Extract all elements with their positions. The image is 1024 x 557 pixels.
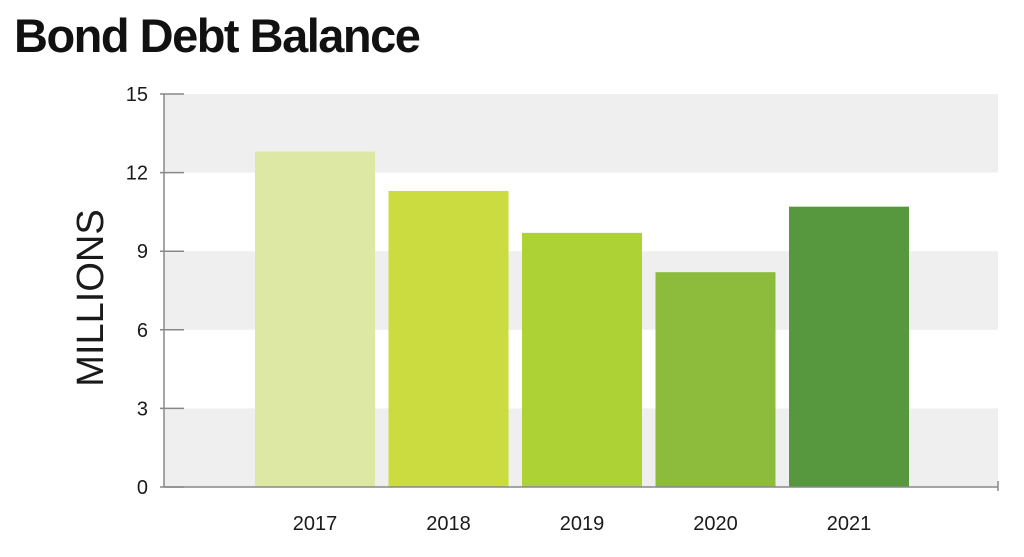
y-tick-label: 6 (137, 320, 148, 342)
bars-group (255, 151, 909, 487)
y-tick-label: 9 (137, 241, 148, 263)
x-tick-label: 2020 (693, 513, 738, 535)
y-tick-label: 0 (137, 477, 148, 499)
x-tick-label: 2019 (560, 513, 605, 535)
y-tick-label: 12 (126, 163, 148, 185)
x-tick-label: 2021 (827, 513, 872, 535)
bar-2020 (655, 272, 776, 487)
y-tick-label: 3 (137, 398, 148, 420)
bar-2019 (522, 232, 642, 487)
bar-2021 (789, 206, 909, 487)
y-axis-title: MILLIONS (70, 209, 112, 386)
x-tick-label: 2017 (293, 513, 338, 535)
axes-group (160, 93, 999, 491)
bar-2017 (255, 151, 375, 487)
bar-2018 (388, 190, 509, 487)
chart-title: Bond Debt Balance (14, 9, 421, 62)
y-tick-label: 15 (126, 84, 148, 106)
x-tick-labels: 2017 2018 2019 2020 2021 (293, 513, 872, 535)
y-tick-labels: 0 3 6 9 12 15 (126, 84, 148, 499)
x-tick-label: 2018 (426, 513, 471, 535)
